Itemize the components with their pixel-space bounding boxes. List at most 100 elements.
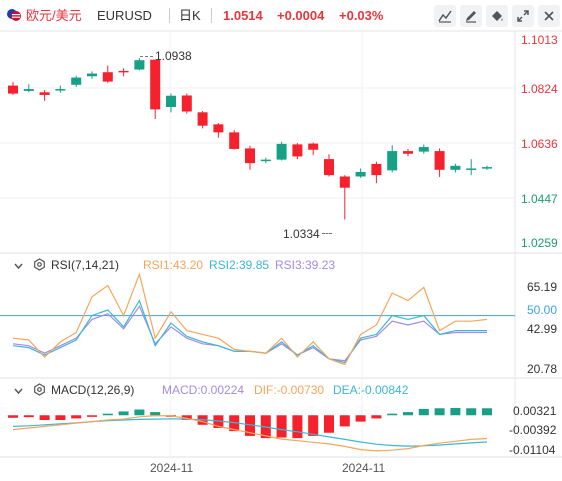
candle-down — [308, 143, 319, 150]
macd-settings-icon[interactable] — [33, 383, 46, 401]
macd-bar-down — [8, 415, 18, 418]
chart-type-icon — [438, 10, 452, 23]
candle-down — [229, 132, 240, 149]
macd-axis-label: -0.01104 — [509, 443, 556, 457]
rsi-axis-label: 20.78 — [527, 362, 558, 376]
rsi3-value: RSI3:39.23 — [275, 258, 336, 272]
macd-bar-up — [134, 409, 145, 416]
collapse-rsi-icon[interactable] — [13, 259, 24, 277]
candle-up — [55, 89, 66, 91]
high-price-label: 1.0938 — [155, 49, 192, 63]
macd-bar-down — [371, 415, 382, 419]
candle-down — [118, 70, 129, 73]
candle-down — [39, 92, 50, 95]
low-price-label: 1.0334 — [283, 227, 320, 241]
macd-bar-down — [339, 415, 350, 427]
rsi1-line — [12, 272, 488, 366]
chart-type-button[interactable] — [434, 5, 456, 27]
draw-button[interactable] — [460, 5, 482, 27]
macd-bar-up — [418, 408, 429, 416]
candle-down — [339, 176, 350, 188]
low-label-leader — [322, 233, 332, 234]
macd-bar-down — [245, 415, 255, 436]
last-price: 1.0514 — [223, 8, 263, 23]
candle-up — [87, 73, 97, 77]
candle-down — [403, 151, 413, 154]
candle-up — [387, 151, 398, 171]
candle-down — [150, 59, 161, 110]
macd-bar-down — [39, 415, 50, 421]
macd-bar-up — [482, 408, 492, 416]
rsi2-value: RSI2:39.85 — [209, 258, 270, 272]
macd-bar-up — [387, 413, 398, 416]
interval-selector[interactable]: 日K — [179, 8, 201, 23]
symbol-label[interactable]: 欧元/美元 — [26, 8, 82, 23]
price-axis-label: 1.0259 — [521, 236, 558, 250]
rsi2-line — [12, 299, 487, 364]
candle-up — [418, 147, 429, 152]
rsi-axis-label: 50.00 — [527, 303, 558, 317]
candle-down — [245, 148, 255, 164]
header-divider — [211, 8, 212, 23]
symbol-code[interactable]: EURUSD — [97, 8, 152, 23]
price-axis-label: 1.0447 — [521, 192, 558, 206]
rsi-indicator-name[interactable]: RSI(7,14,21) — [51, 258, 120, 272]
macd-bar-up — [118, 411, 129, 416]
dif-line — [12, 414, 488, 452]
candle-up — [23, 89, 34, 91]
macd-bar-down — [55, 415, 66, 421]
macd-bar-down — [23, 415, 34, 418]
macd-indicator-name[interactable]: MACD(12,26,9) — [51, 383, 135, 397]
header-divider — [169, 8, 170, 23]
macd-bar-up — [450, 407, 461, 416]
candle-up — [355, 171, 366, 177]
expand-button[interactable] — [512, 5, 534, 27]
rsi-axis-label: 65.19 — [527, 280, 558, 294]
candle-up — [71, 77, 82, 85]
macd-bar-down — [71, 415, 82, 419]
close-icon — [544, 11, 554, 21]
macd-axis-label: -0.00392 — [509, 423, 557, 437]
candle-up — [466, 168, 477, 170]
candle-down — [292, 144, 303, 157]
x-axis-label: 2024-11 — [150, 461, 194, 475]
macd-bar-up — [150, 412, 161, 416]
price-axis-label: 1.1013 — [521, 33, 558, 47]
rsi1-value: RSI1:43.20 — [143, 258, 204, 272]
draw-icon — [466, 11, 476, 23]
eu-flag-icon — [6, 8, 22, 22]
candle-down — [102, 72, 113, 82]
macd-value: MACD:0.00224 — [162, 383, 245, 397]
macd-bar-up — [403, 412, 413, 416]
macd-bar-down — [213, 415, 224, 428]
x-axis-label: 2024-11 — [342, 461, 386, 475]
candle-up — [482, 167, 492, 169]
macd-bar-down — [292, 415, 303, 439]
price-change: +0.0004 — [277, 8, 325, 23]
candle-up — [260, 159, 271, 162]
high-label-leader — [140, 56, 153, 57]
candle-down — [8, 85, 18, 94]
fill-button[interactable] — [486, 5, 508, 27]
close-button[interactable] — [538, 5, 560, 27]
candle-down — [324, 159, 334, 176]
fill-icon — [492, 11, 503, 21]
candle-down — [197, 112, 208, 126]
macd-bar-down — [324, 415, 334, 433]
macd-bar-down — [308, 415, 319, 436]
candle-down — [434, 151, 445, 170]
macd-bar-down — [355, 415, 366, 422]
rsi-settings-icon[interactable] — [33, 258, 46, 276]
macd-bar-down — [87, 415, 97, 417]
dif-value: DIF:-0.00730 — [254, 383, 325, 397]
macd-bar-up — [466, 408, 477, 416]
macd-bar-down — [276, 415, 287, 438]
candle-up — [166, 95, 176, 107]
candle-down — [213, 124, 224, 133]
price-axis-label: 1.0824 — [521, 82, 558, 96]
expand-icon — [517, 10, 529, 22]
dea-value: DEA:-0.00842 — [333, 383, 409, 397]
macd-bar-up — [434, 408, 445, 416]
collapse-macd-icon[interactable] — [13, 384, 24, 402]
